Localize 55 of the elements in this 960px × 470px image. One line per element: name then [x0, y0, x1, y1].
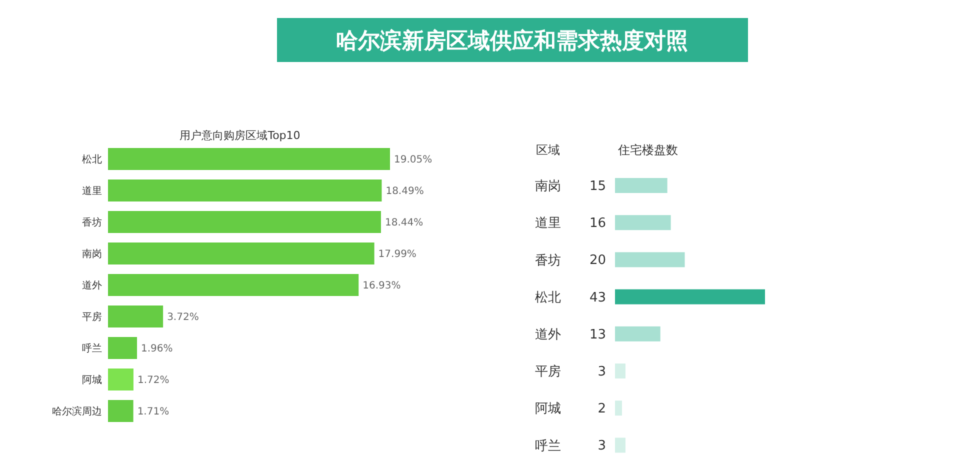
bar — [615, 400, 622, 416]
bar — [108, 306, 164, 328]
y-tick-label: 香坊 — [82, 216, 102, 228]
y-tick-label: 南岗 — [82, 248, 102, 260]
y-tick-label: 平房 — [535, 364, 561, 380]
data-label: 19.05% — [394, 154, 432, 166]
data-label: 1.72% — [137, 375, 170, 386]
data-label: 3 — [598, 364, 606, 380]
bar — [615, 289, 765, 304]
y-tick-label: 阿城 — [82, 374, 102, 386]
data-label: 13 — [589, 327, 606, 342]
y-tick-label: 松北 — [82, 154, 102, 166]
y-tick-label: 平房 — [82, 311, 102, 323]
y-tick-label: 道里 — [535, 216, 561, 232]
bar — [108, 368, 134, 390]
data-label: 16.93% — [362, 280, 401, 292]
y-tick-label: 呼兰 — [535, 438, 561, 454]
bar — [108, 337, 138, 359]
x-axis-title: 住宅楼盘数 — [617, 143, 678, 157]
y-tick-label: 道外 — [535, 327, 561, 342]
data-label: 16 — [589, 216, 606, 232]
bar — [615, 326, 660, 342]
data-label: 1.96% — [141, 344, 173, 354]
bar — [108, 274, 359, 296]
y-tick-label: 哈尔滨周边 — [52, 406, 102, 418]
y-tick-label: 香坊 — [535, 253, 561, 268]
data-label: 15 — [589, 179, 606, 194]
bar — [108, 400, 134, 422]
bar — [615, 438, 626, 453]
y-tick-label: 道里 — [82, 185, 102, 197]
data-label: 3 — [598, 438, 606, 454]
bar — [108, 148, 390, 170]
y-tick-label: 道外 — [82, 280, 102, 292]
bar — [108, 211, 381, 233]
data-label: 2 — [598, 402, 606, 417]
data-label: 43 — [589, 290, 606, 306]
bar — [108, 242, 374, 264]
data-label: 18.44% — [384, 218, 424, 228]
y-tick-label: 呼兰 — [82, 342, 102, 354]
bar — [615, 178, 668, 193]
bar — [615, 215, 671, 230]
chart-subtitle: 用户意向购房区域Top10 — [180, 129, 300, 142]
text: 哈尔滨新房区域供应和需求热度对照 — [336, 28, 688, 54]
data-label: 3.72% — [167, 312, 199, 323]
bar — [615, 364, 626, 378]
y-tick-label: 阿城 — [535, 402, 561, 417]
data-label: 18.49% — [386, 186, 424, 197]
y-tick-label: 松北 — [535, 290, 561, 306]
data-label: 1.71% — [137, 406, 170, 418]
data-label: 17.99% — [378, 249, 416, 260]
y-axis-title: 区域 — [536, 143, 560, 157]
y-tick-label: 南岗 — [535, 179, 561, 194]
bar — [108, 180, 382, 202]
data-label: 20 — [589, 253, 606, 268]
bar — [615, 252, 685, 268]
